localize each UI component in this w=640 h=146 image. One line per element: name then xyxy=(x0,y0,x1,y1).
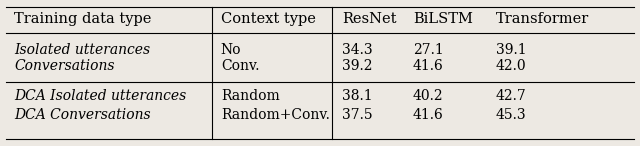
Text: DCA Conversations: DCA Conversations xyxy=(14,108,150,122)
Text: Conv.: Conv. xyxy=(221,59,259,73)
Text: 42.7: 42.7 xyxy=(496,89,527,103)
Text: 41.6: 41.6 xyxy=(413,59,444,73)
Text: Isolated utterances: Isolated utterances xyxy=(14,43,150,57)
Text: Random: Random xyxy=(221,89,280,103)
Text: 41.6: 41.6 xyxy=(413,108,444,122)
Text: No: No xyxy=(221,43,241,57)
Text: Training data type: Training data type xyxy=(14,12,152,26)
Text: Conversations: Conversations xyxy=(14,59,115,73)
Text: DCA Isolated utterances: DCA Isolated utterances xyxy=(14,89,186,103)
Text: Transformer: Transformer xyxy=(496,12,589,26)
Text: 34.3: 34.3 xyxy=(342,43,373,57)
Text: 37.5: 37.5 xyxy=(342,108,373,122)
Text: 40.2: 40.2 xyxy=(413,89,444,103)
Text: 27.1: 27.1 xyxy=(413,43,444,57)
Text: Context type: Context type xyxy=(221,12,316,26)
Text: 39.1: 39.1 xyxy=(496,43,527,57)
Text: 39.2: 39.2 xyxy=(342,59,373,73)
Text: 38.1: 38.1 xyxy=(342,89,373,103)
Text: BiLSTM: BiLSTM xyxy=(413,12,473,26)
Text: Random+Conv.: Random+Conv. xyxy=(221,108,330,122)
Text: 45.3: 45.3 xyxy=(496,108,527,122)
Text: ResNet: ResNet xyxy=(342,12,397,26)
Text: 42.0: 42.0 xyxy=(496,59,527,73)
